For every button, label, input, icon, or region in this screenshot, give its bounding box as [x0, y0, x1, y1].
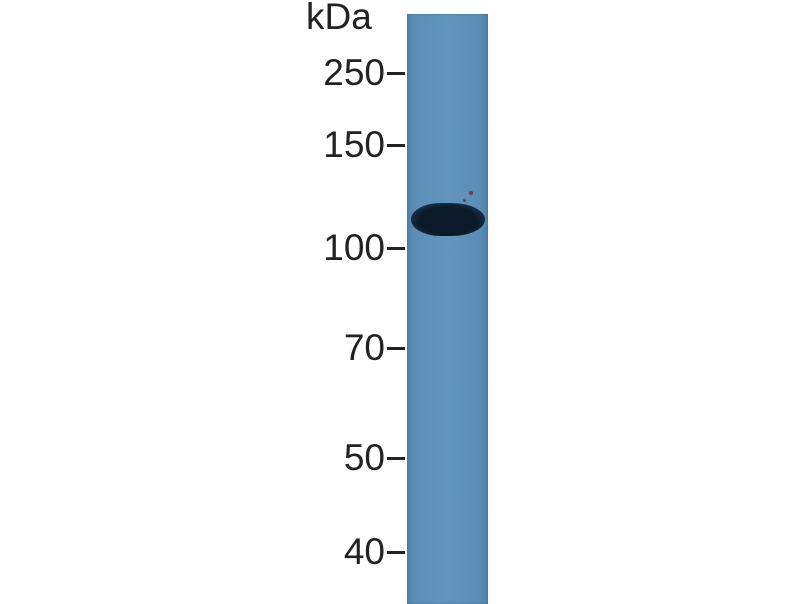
marker-label: 150	[323, 124, 385, 165]
marker-250: 250	[290, 52, 405, 93]
marker-tick	[387, 71, 405, 75]
marker-tick	[387, 456, 405, 460]
speck	[469, 191, 473, 195]
marker-tick	[387, 346, 405, 350]
marker-label: 100	[323, 227, 385, 268]
unit-label: kDa	[306, 0, 372, 37]
blot-lane	[407, 14, 488, 604]
speck	[463, 199, 466, 202]
marker-tick	[387, 143, 405, 147]
marker-40: 40	[290, 531, 405, 572]
marker-50: 50	[290, 437, 405, 478]
marker-label: 250	[323, 52, 385, 93]
marker-label: 70	[343, 327, 385, 368]
protein-band	[411, 203, 485, 236]
marker-label: 40	[343, 531, 385, 572]
marker-tick	[387, 550, 405, 554]
marker-label: 50	[343, 437, 385, 478]
marker-tick	[387, 246, 405, 250]
marker-100: 100	[290, 227, 405, 268]
marker-70: 70	[290, 327, 405, 368]
marker-150: 150	[290, 124, 405, 165]
